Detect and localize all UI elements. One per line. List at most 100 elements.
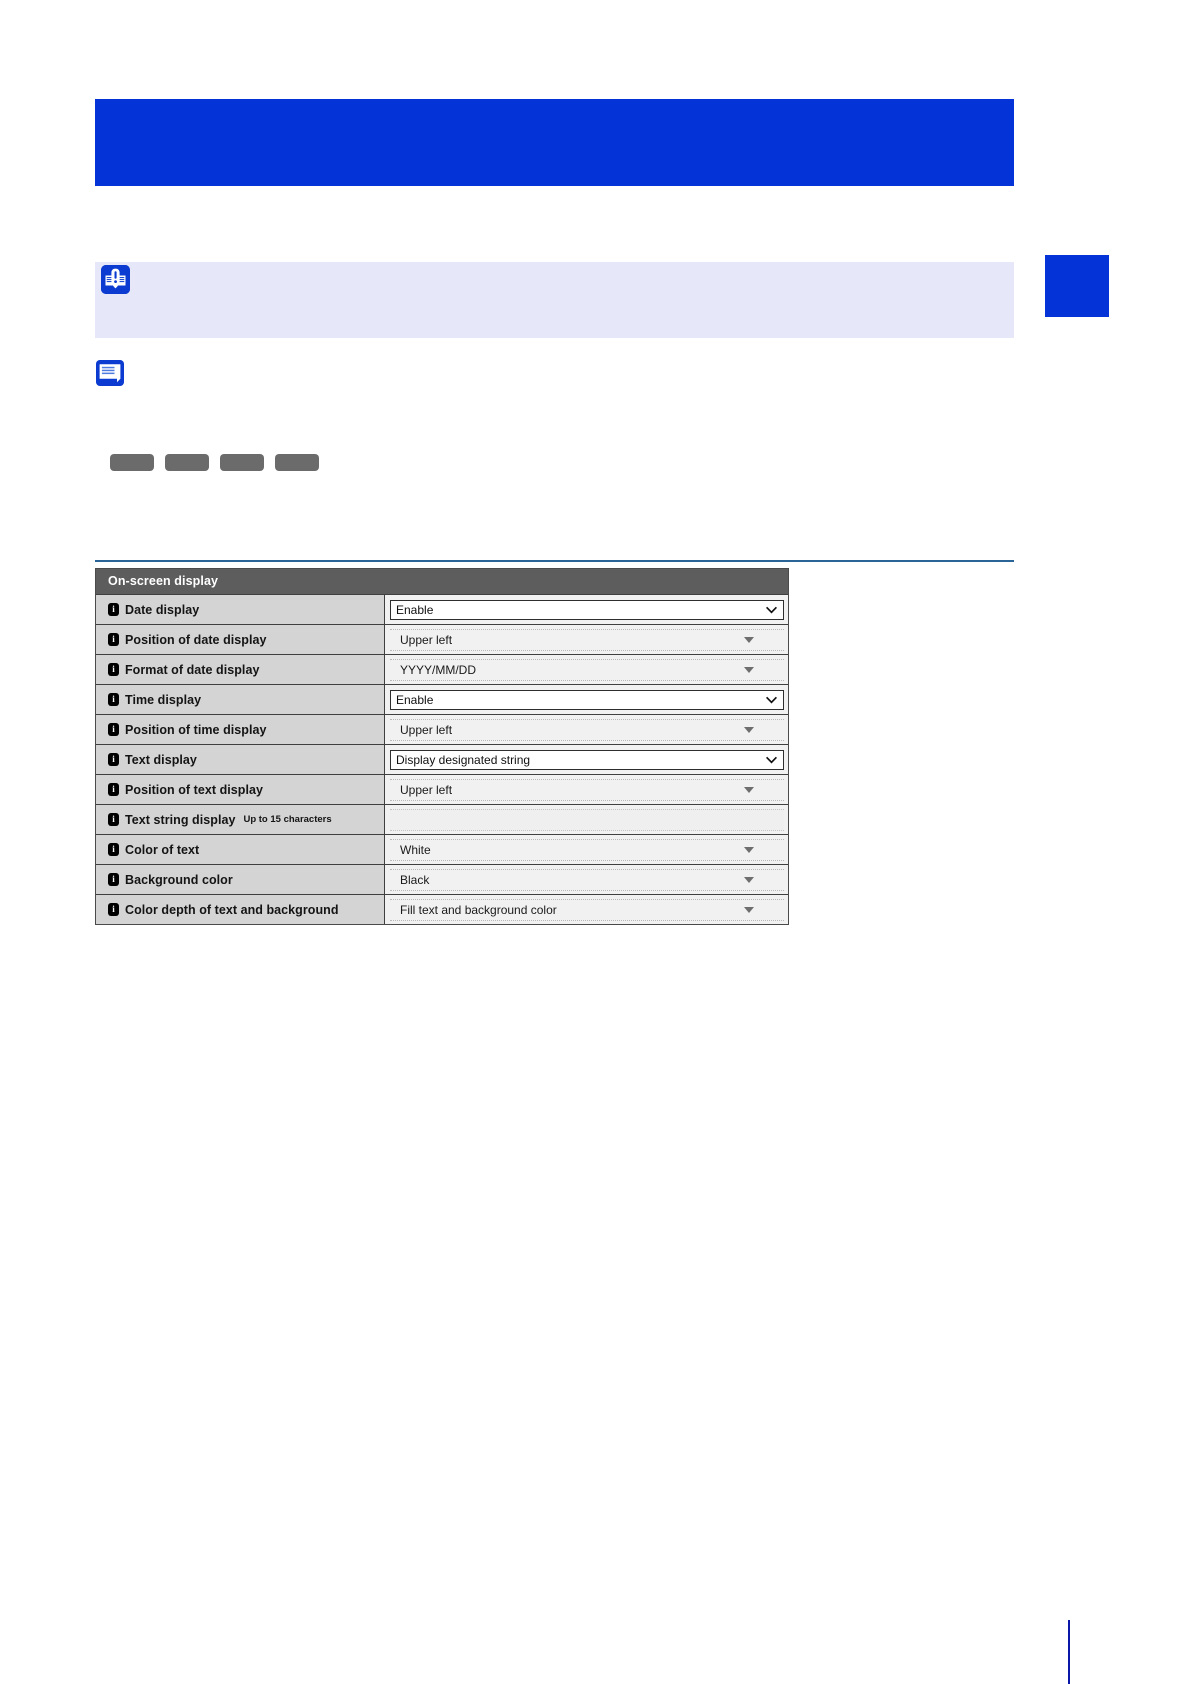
info-icon[interactable]: i (108, 663, 119, 676)
row-label-cell: i Position of text display (96, 775, 385, 804)
row-label-cell: i Text string display Up to 15 character… (96, 805, 385, 834)
select-value: Display designated string (396, 752, 531, 767)
row-label: Background color (125, 872, 233, 887)
chevron-down-icon (766, 756, 777, 763)
text-string-display-input[interactable] (390, 808, 784, 831)
row-value-cell: Upper left (385, 715, 788, 744)
row-label: Text display (125, 752, 197, 767)
row-label-cell: i Background color (96, 865, 385, 894)
triangle-down-icon (744, 726, 754, 733)
row-value-cell (385, 805, 788, 834)
row-label: Format of date display (125, 662, 260, 677)
table-row: i Position of text display Upper left (96, 774, 788, 804)
row-value-cell: Fill text and background color (385, 895, 788, 924)
important-callout (95, 262, 1014, 338)
table-row: i Position of date display Upper left (96, 624, 788, 654)
table-row: i Time display Enable (96, 684, 788, 714)
on-screen-display-settings-table: On-screen display i Date display Enable … (95, 568, 789, 925)
footer-divider (1068, 1620, 1070, 1684)
position-of-time-display-select[interactable]: Upper left (390, 718, 784, 741)
chevron-down-icon (766, 606, 777, 613)
info-icon[interactable]: i (108, 903, 119, 916)
row-value-cell: Upper left (385, 775, 788, 804)
triangle-down-icon (744, 906, 754, 913)
date-display-select[interactable]: Enable (390, 599, 784, 620)
select-value: Enable (396, 692, 434, 707)
chevron-down-icon (766, 696, 777, 703)
row-label: Date display (125, 602, 200, 617)
info-icon[interactable]: i (108, 723, 119, 736)
row-label: Position of date display (125, 632, 267, 647)
triangle-down-icon (744, 786, 754, 793)
model-chip (165, 454, 209, 471)
table-row: i Text display Display designated string (96, 744, 788, 774)
row-label: Color depth of text and background (125, 902, 339, 917)
row-value-cell: Display designated string (385, 745, 788, 774)
row-label-cell: i Position of date display (96, 625, 385, 654)
model-chip (220, 454, 264, 471)
select-value: Upper left (400, 632, 453, 647)
position-of-date-display-select[interactable]: Upper left (390, 628, 784, 651)
section-divider (95, 560, 1014, 562)
note-memo-icon (96, 360, 124, 386)
row-label-hint: Up to 15 characters (243, 814, 332, 825)
color-depth-select[interactable]: Fill text and background color (390, 898, 784, 921)
select-value: Upper left (400, 722, 453, 737)
info-icon[interactable]: i (108, 603, 119, 616)
row-value-cell: YYYY/MM/DD (385, 655, 788, 684)
important-book-icon (101, 265, 130, 294)
row-value-cell: White (385, 835, 788, 864)
triangle-down-icon (744, 876, 754, 883)
info-icon[interactable]: i (108, 693, 119, 706)
row-value-cell: Enable (385, 685, 788, 714)
select-value: Enable (396, 602, 434, 617)
row-value-cell: Upper left (385, 625, 788, 654)
row-label: Text string display (125, 812, 236, 827)
row-value-cell: Black (385, 865, 788, 894)
row-label-cell: i Color depth of text and background (96, 895, 385, 924)
table-row: i Background color Black (96, 864, 788, 894)
table-row: i Position of time display Upper left (96, 714, 788, 744)
select-value: White (400, 842, 431, 857)
row-label: Position of time display (125, 722, 267, 737)
info-icon[interactable]: i (108, 813, 119, 826)
row-label: Time display (125, 692, 202, 707)
model-chip-row (110, 454, 319, 471)
text-display-select[interactable]: Display designated string (390, 749, 784, 770)
select-value: YYYY/MM/DD (400, 662, 477, 677)
table-row: i Date display Enable (96, 594, 788, 624)
model-chip (275, 454, 319, 471)
info-icon[interactable]: i (108, 633, 119, 646)
info-icon[interactable]: i (108, 753, 119, 766)
select-value: Fill text and background color (400, 902, 557, 917)
background-color-select[interactable]: Black (390, 868, 784, 891)
info-icon[interactable]: i (108, 843, 119, 856)
triangle-down-icon (744, 666, 754, 673)
table-row: i Text string display Up to 15 character… (96, 804, 788, 834)
row-label: Color of text (125, 842, 200, 857)
select-value: Upper left (400, 782, 453, 797)
triangle-down-icon (744, 636, 754, 643)
section-edge-tab (1045, 255, 1109, 317)
settings-table-header: On-screen display (96, 569, 788, 594)
row-label-cell: i Format of date display (96, 655, 385, 684)
info-icon[interactable]: i (108, 873, 119, 886)
row-label-cell: i Time display (96, 685, 385, 714)
info-icon[interactable]: i (108, 783, 119, 796)
row-label-cell: i Date display (96, 595, 385, 624)
row-label: Position of text display (125, 782, 264, 797)
row-value-cell: Enable (385, 595, 788, 624)
row-label-cell: i Text display (96, 745, 385, 774)
table-row: i Color of text White (96, 834, 788, 864)
title-banner (95, 99, 1014, 186)
row-label-cell: i Position of time display (96, 715, 385, 744)
table-row: i Color depth of text and background Fil… (96, 894, 788, 924)
position-of-text-display-select[interactable]: Upper left (390, 778, 784, 801)
table-row: i Format of date display YYYY/MM/DD (96, 654, 788, 684)
time-display-select[interactable]: Enable (390, 689, 784, 710)
color-of-text-select[interactable]: White (390, 838, 784, 861)
model-chip (110, 454, 154, 471)
triangle-down-icon (744, 846, 754, 853)
format-of-date-display-select[interactable]: YYYY/MM/DD (390, 658, 784, 681)
